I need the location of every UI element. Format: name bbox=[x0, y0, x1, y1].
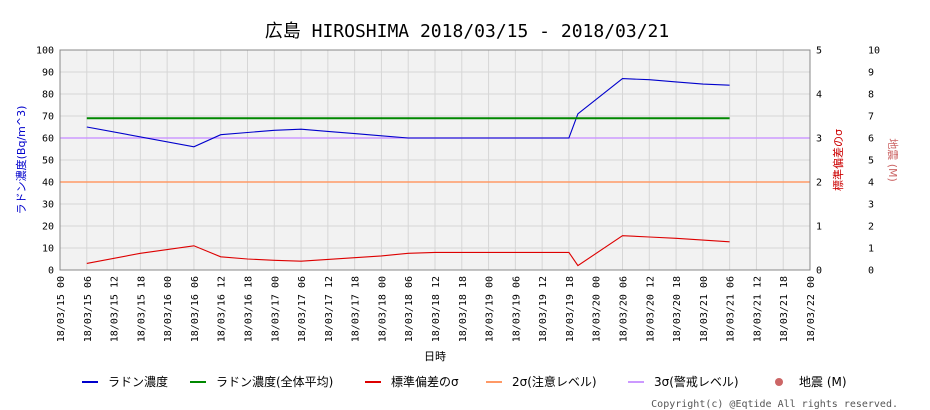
y-right1-tick-label: 4 bbox=[816, 90, 822, 101]
x-tick-label: 18/03/19 00 bbox=[485, 276, 496, 342]
x-tick-label: 18/03/18 18 bbox=[458, 276, 469, 342]
y-right2-tick-label: 9 bbox=[868, 68, 874, 79]
y-left-tick-label: 20 bbox=[42, 222, 54, 233]
legend-label: 地震 (M) bbox=[799, 375, 847, 389]
plot-frame bbox=[59, 49, 811, 271]
y-axis-right2-label: 地震 (M) bbox=[886, 138, 899, 182]
copyright-text: Copyright(c) @Eqtide All rights reserved… bbox=[651, 399, 898, 410]
x-axis-label: 日時 bbox=[424, 350, 446, 363]
legend: ラドン濃度 ラドン濃度(全体平均) 標準偏差のσ 2σ(注意レベル) 3σ(警戒レベル)… bbox=[82, 374, 847, 389]
x-tick-label: 18/03/21 06 bbox=[726, 276, 737, 342]
x-tick-label: 18/03/16 06 bbox=[190, 276, 201, 342]
x-tick-label: 18/03/19 06 bbox=[511, 276, 522, 342]
y-right2-tick-label: 3 bbox=[868, 200, 874, 211]
x-tick-label: 18/03/20 18 bbox=[672, 276, 683, 342]
x-tick-label: 18/03/20 12 bbox=[645, 276, 656, 342]
y-right1-tick-label: 0 bbox=[816, 266, 822, 277]
y-right2-tick-label: 4 bbox=[868, 178, 874, 189]
x-tick-label: 18/03/18 00 bbox=[377, 276, 388, 342]
x-tick-label: 18/03/20 06 bbox=[619, 276, 630, 342]
x-tick-label: 18/03/21 18 bbox=[779, 276, 790, 342]
legend-label: ラドン濃度 bbox=[108, 374, 168, 389]
series-lines bbox=[86, 78, 730, 267]
y-right2-tick-label: 8 bbox=[868, 90, 874, 101]
x-tick-label: 18/03/16 18 bbox=[244, 276, 255, 342]
legend-label: 標準偏差のσ bbox=[391, 374, 459, 389]
y-left-tick-label: 50 bbox=[42, 156, 54, 167]
y-right1-tick-label: 5 bbox=[816, 46, 822, 57]
y-right1-tick-label: 2 bbox=[816, 178, 822, 189]
x-tick-label: 18/03/18 06 bbox=[404, 276, 415, 342]
x-axis-ticks: 18/03/15 00 18/03/15 06 18/03/15 12 18/03/1… bbox=[56, 276, 817, 342]
y-right2-tick-label: 5 bbox=[868, 156, 874, 167]
y-left-tick-label: 0 bbox=[48, 266, 54, 277]
y-left-tick-label: 40 bbox=[42, 178, 54, 189]
y-axis-right1-ticks: 0 1 2 3 4 5 bbox=[816, 46, 822, 277]
x-tick-label: 18/03/17 06 bbox=[297, 276, 308, 342]
y-right1-tick-label: 3 bbox=[816, 134, 822, 145]
x-tick-label: 18/03/17 00 bbox=[270, 276, 281, 342]
x-tick-label: 18/03/22 00 bbox=[806, 276, 817, 342]
y-left-tick-label: 80 bbox=[42, 90, 54, 101]
legend-label: 3σ(警戒レベル) bbox=[654, 374, 739, 389]
x-tick-label: 18/03/21 12 bbox=[752, 276, 763, 342]
x-tick-label: 18/03/16 12 bbox=[217, 276, 228, 342]
y-left-tick-label: 70 bbox=[42, 112, 54, 123]
legend-label: 2σ(注意レベル) bbox=[512, 374, 597, 389]
y-right2-tick-label: 1 bbox=[868, 244, 874, 255]
y-axis-left-label: ラドン濃度(Bq/m^3) bbox=[14, 106, 28, 215]
x-tick-label: 18/03/19 18 bbox=[565, 276, 576, 342]
x-tick-label: 18/03/21 00 bbox=[699, 276, 710, 342]
y-right2-tick-label: 7 bbox=[868, 112, 874, 123]
x-tick-label: 18/03/16 00 bbox=[163, 276, 174, 342]
y-right1-tick-label: 1 bbox=[816, 222, 822, 233]
y-left-tick-label: 10 bbox=[42, 244, 54, 255]
y-right2-tick-label: 2 bbox=[868, 222, 874, 233]
y-right2-tick-label: 10 bbox=[868, 46, 880, 57]
x-tick-label: 18/03/15 12 bbox=[110, 276, 121, 342]
x-tick-label: 18/03/18 12 bbox=[431, 276, 442, 342]
x-tick-label: 18/03/15 06 bbox=[83, 276, 94, 342]
x-tick-label: 18/03/17 18 bbox=[351, 276, 362, 342]
x-tick-label: 18/03/19 12 bbox=[538, 276, 549, 342]
x-tick-label: 18/03/17 12 bbox=[324, 276, 335, 342]
y-left-tick-label: 60 bbox=[42, 134, 54, 145]
series-line bbox=[86, 78, 730, 148]
y-axis-right1-label: 標準偏差のσ bbox=[831, 129, 845, 191]
x-tick-label: 18/03/15 18 bbox=[136, 276, 147, 342]
y-left-tick-label: 30 bbox=[42, 200, 54, 211]
chart-title: 広島 HIROSHIMA 2018/03/15 - 2018/03/21 bbox=[265, 21, 669, 42]
y-right2-tick-label: 0 bbox=[868, 266, 874, 277]
y-right2-tick-label: 6 bbox=[868, 134, 874, 145]
legend-label: ラドン濃度(全体平均) bbox=[216, 374, 333, 389]
legend-marker bbox=[775, 378, 783, 386]
x-tick-label: 18/03/15 00 bbox=[56, 276, 67, 342]
y-left-tick-label: 100 bbox=[36, 46, 54, 57]
y-axis-right2-ticks: 0 1 2 3 4 5 6 7 8 9 10 bbox=[868, 46, 880, 277]
y-left-tick-label: 90 bbox=[42, 68, 54, 79]
series-line bbox=[86, 235, 730, 267]
x-tick-label: 18/03/20 00 bbox=[592, 276, 603, 342]
y-axis-left-ticks: 0 10 20 30 40 50 60 70 80 90 100 bbox=[36, 46, 54, 277]
